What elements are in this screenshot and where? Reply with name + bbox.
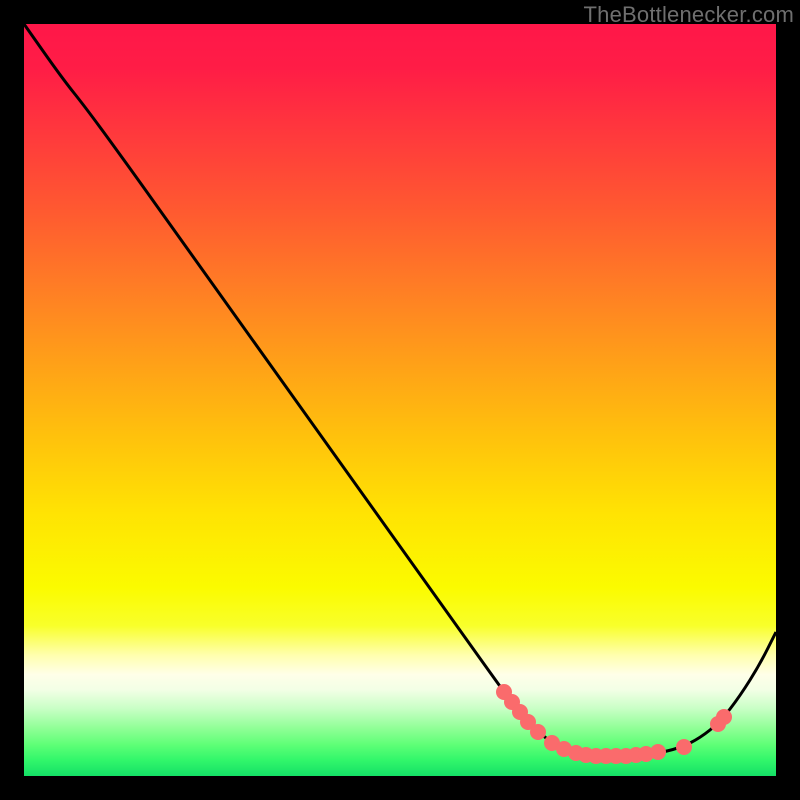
watermark-text: TheBottlenecker.com [584, 2, 794, 28]
marker-dot [716, 709, 732, 725]
chart-svg [24, 24, 776, 776]
plot-area [24, 24, 776, 776]
chart-frame: TheBottlenecker.com [0, 0, 800, 800]
marker-dot [676, 739, 692, 755]
gradient-background [24, 24, 776, 776]
marker-dot [650, 744, 666, 760]
marker-dot [530, 724, 546, 740]
